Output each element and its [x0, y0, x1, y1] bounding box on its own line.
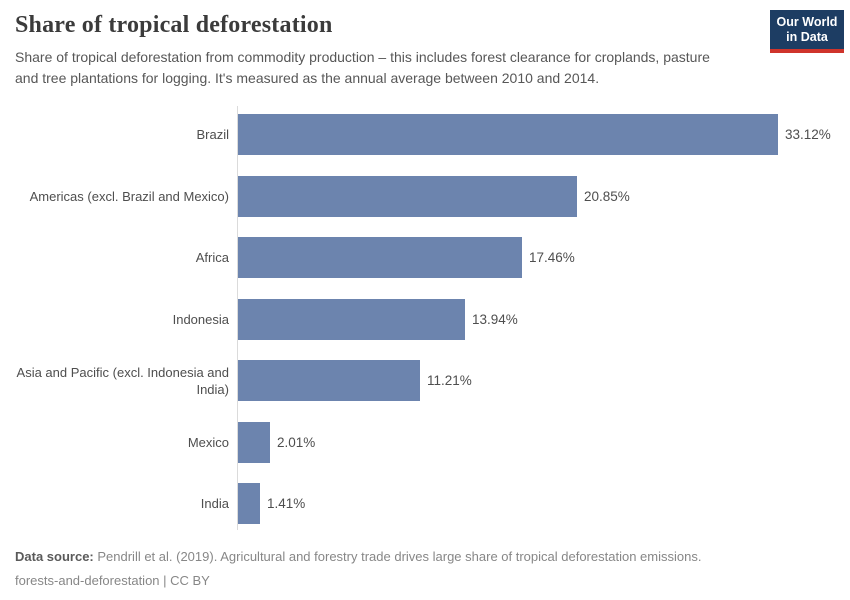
bar-row: Mexico 2.01% [0, 421, 850, 463]
value-label: 20.85% [584, 188, 630, 204]
value-label: 1.41% [267, 496, 306, 511]
bar-track: 17.46% [237, 237, 850, 278]
category-label: Africa [195, 250, 229, 265]
category-label: Indonesia [172, 311, 229, 327]
bar [237, 114, 778, 155]
bar-track: 13.94% [237, 298, 850, 340]
bar-row: Brazil 33.12% [0, 114, 850, 155]
bar [237, 483, 260, 524]
bar-track: 11.21% [237, 360, 850, 401]
bar-rows: Brazil 33.12% Americas (excl. Brazil and M… [0, 114, 850, 524]
bar-track: 1.41% [237, 483, 850, 524]
source-text: Pendrill et al. (2019). Agricultural and… [93, 549, 702, 564]
category-label: India [200, 496, 229, 511]
bar [237, 360, 420, 401]
value-label: 33.12% [785, 127, 831, 142]
category-label: Brazil [196, 127, 229, 142]
value-label: 13.94% [472, 311, 518, 327]
bar [237, 237, 522, 278]
category-label: Americas (excl. Brazil and Mexico) [29, 188, 229, 204]
source-label: Data source: [15, 549, 94, 564]
bar-track: 33.12% [237, 114, 850, 155]
bar-row: Africa 17.46% [0, 237, 850, 278]
category-label: Asia and Pacific (excl. Indonesia and In… [16, 364, 229, 397]
bar-chart: Brazil 33.12% Americas (excl. Brazil and M… [0, 106, 850, 530]
bar-row: Americas (excl. Brazil and Mexico) 20.85% [0, 175, 850, 217]
bar-row: India 1.41% [0, 483, 850, 524]
category-label: Mexico [187, 434, 229, 450]
source-line: Data source: Pendrill et al. (2019). Agr… [15, 547, 835, 566]
bar-track: 20.85% [237, 175, 850, 217]
value-label: 2.01% [277, 434, 316, 450]
chart-title: Share of tropical deforestation [15, 12, 333, 38]
bar-row: Indonesia 13.94% [0, 298, 850, 340]
owid-logo-line1: Our World [776, 15, 838, 29]
chart-header: Share of tropical deforestation Our Worl… [0, 0, 850, 89]
bar [237, 298, 465, 340]
bar [237, 421, 270, 463]
y-axis-line [237, 106, 238, 530]
bar-track: 2.01% [237, 421, 850, 463]
owid-logo: Our World in Data [770, 10, 844, 53]
chart-subtitle: Share of tropical deforestation from com… [15, 49, 710, 86]
license-line: forests-and-deforestation | CC BY [15, 573, 210, 588]
owid-logo-line2: in Data [786, 30, 828, 44]
value-label: 11.21% [427, 373, 472, 388]
bar-row: Asia and Pacific (excl. Indonesia and In… [0, 360, 850, 401]
value-label: 17.46% [529, 250, 575, 265]
chart-footer: Data source: Pendrill et al. (2019). Agr… [0, 547, 850, 590]
bar [237, 175, 577, 217]
